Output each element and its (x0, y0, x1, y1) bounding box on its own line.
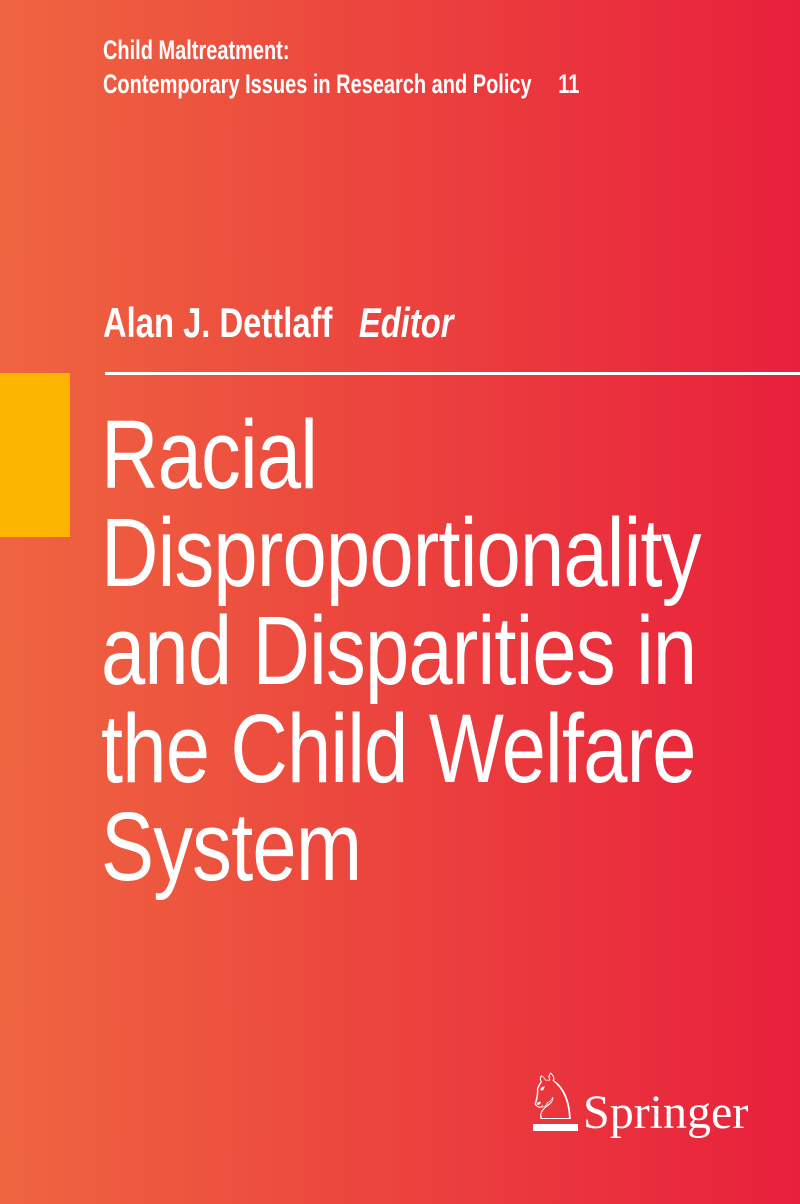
editor-name: Alan J. Dettlaff (103, 299, 333, 346)
horizontal-rule (105, 372, 800, 375)
series-title-line1: Child Maltreatment: (103, 35, 290, 65)
springer-knight-icon: ♘ (524, 1061, 582, 1135)
book-title-line: Racial (101, 400, 318, 509)
series-header: Child Maltreatment: Contemporary Issues … (103, 33, 579, 101)
publisher-name: Springer (583, 1086, 749, 1139)
series-title-line2: Contemporary Issues in Research and Poli… (103, 67, 579, 101)
book-title-line: System (101, 792, 362, 901)
editor-line: Alan J. Dettlaff Editor (103, 299, 454, 347)
series-name: Contemporary Issues in Research and Poli… (103, 69, 532, 99)
springer-logo-bar (533, 1124, 578, 1131)
book-title: Racial Disproportionality and Disparitie… (101, 400, 702, 901)
series-volume-number: 11 (558, 69, 580, 99)
editor-role-label: Editor (358, 299, 454, 346)
book-title-line: the Child Welfare (101, 694, 697, 803)
book-title-line: Disproportionality (101, 498, 702, 607)
book-title-line: and Disparities in (101, 596, 697, 705)
yellow-accent-block (0, 373, 70, 537)
